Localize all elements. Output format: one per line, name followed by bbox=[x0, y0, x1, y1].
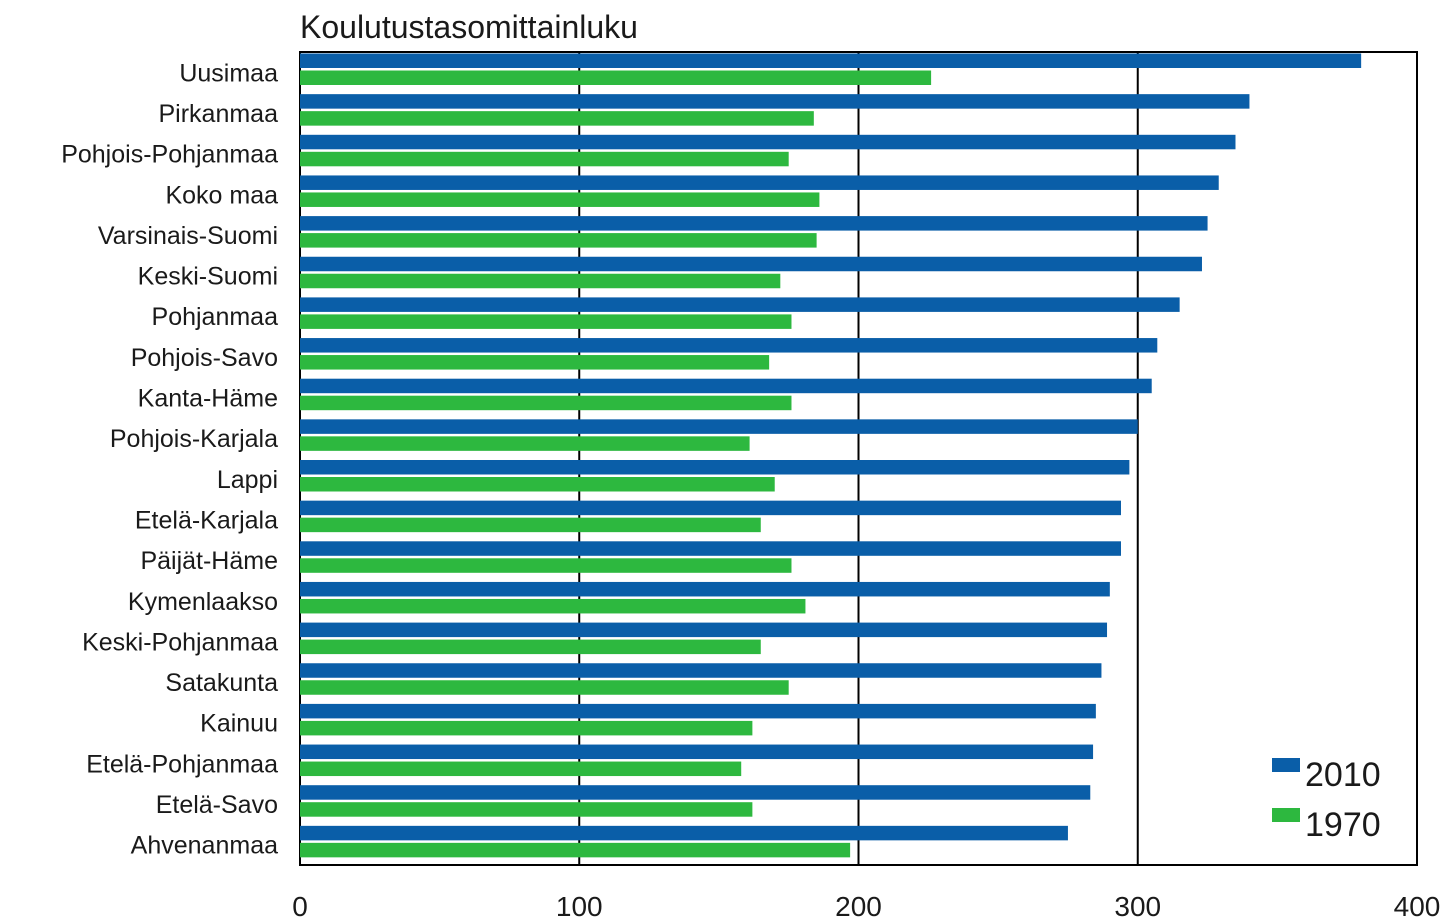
category-label: Keski-Pohjanmaa bbox=[82, 628, 278, 656]
bar-1970-0 bbox=[300, 70, 932, 85]
bar-1970-15 bbox=[300, 680, 789, 695]
bar-1970-2 bbox=[300, 151, 789, 167]
legend-label-2010: 2010 bbox=[1305, 756, 1381, 794]
x-tick-label: 400 bbox=[1394, 891, 1441, 920]
bar-2010-17 bbox=[300, 744, 1094, 760]
bars bbox=[300, 53, 1362, 858]
bar-1970-6 bbox=[300, 314, 792, 329]
category-label: Päijät-Häme bbox=[140, 547, 278, 575]
bar-2010-1 bbox=[300, 94, 1250, 109]
bar-1970-11 bbox=[300, 517, 761, 533]
category-label: Etelä-Karjala bbox=[135, 506, 278, 534]
category-label: Koko maa bbox=[165, 181, 278, 209]
bar-2010-3 bbox=[300, 175, 1219, 190]
bar-2010-4 bbox=[300, 216, 1208, 231]
bar-1970-7 bbox=[300, 355, 770, 370]
bar-2010-8 bbox=[300, 378, 1152, 394]
bar-1970-1 bbox=[300, 111, 814, 126]
category-label: Pohjois-Savo bbox=[131, 344, 278, 372]
bar-1970-18 bbox=[300, 802, 753, 817]
category-label: Kainuu bbox=[200, 710, 278, 738]
category-label: Ahvenanmaa bbox=[131, 832, 278, 860]
category-label: Kymenlaakso bbox=[128, 588, 278, 616]
bar-1970-16 bbox=[300, 720, 753, 736]
bar-2010-10 bbox=[300, 460, 1130, 475]
bar-2010-6 bbox=[300, 297, 1180, 312]
bar-2010-13 bbox=[300, 581, 1110, 597]
bar-2010-0 bbox=[300, 53, 1362, 68]
x-tick-label: 100 bbox=[556, 891, 603, 920]
category-label: Etelä-Pohjanmaa bbox=[86, 750, 278, 778]
bar-1970-19 bbox=[300, 842, 851, 858]
x-tick-label: 300 bbox=[1114, 891, 1161, 920]
x-tick-label: 200 bbox=[835, 891, 882, 920]
bar-2010-16 bbox=[300, 703, 1096, 719]
bar-1970-10 bbox=[300, 477, 775, 492]
bar-2010-11 bbox=[300, 500, 1121, 516]
legend-swatch-1970 bbox=[1272, 808, 1300, 822]
bar-1970-8 bbox=[300, 395, 792, 411]
x-tick-label: 0 bbox=[292, 891, 308, 920]
chart-title: Koulutustasomittainluku bbox=[300, 9, 638, 45]
bar-1970-13 bbox=[300, 598, 806, 614]
bar-1970-12 bbox=[300, 558, 792, 573]
bar-2010-12 bbox=[300, 541, 1121, 556]
bar-2010-19 bbox=[300, 825, 1068, 841]
bar-1970-17 bbox=[300, 761, 742, 777]
bar-2010-18 bbox=[300, 785, 1091, 800]
category-label: Etelä-Savo bbox=[156, 791, 278, 819]
bar-2010-15 bbox=[300, 663, 1102, 678]
category-label: Pohjois-Pohjanmaa bbox=[61, 141, 278, 169]
bar-2010-5 bbox=[300, 256, 1202, 272]
category-label: Pohjois-Karjala bbox=[110, 425, 278, 453]
category-label: Satakunta bbox=[165, 669, 278, 697]
category-label: Keski-Suomi bbox=[138, 263, 278, 291]
x-axis-ticks: 0 100 200 300 400 bbox=[292, 891, 1440, 920]
legend-swatch-2010 bbox=[1272, 758, 1300, 772]
category-label: Pirkanmaa bbox=[159, 100, 279, 128]
category-label: Pohjanmaa bbox=[152, 303, 279, 331]
bar-2010-9 bbox=[300, 419, 1138, 434]
legend: 2010 1970 bbox=[1272, 756, 1381, 844]
bar-1970-3 bbox=[300, 192, 820, 207]
category-labels: Uusimaa Pirkanmaa Pohjois-Pohjanmaa Koko ma… bbox=[61, 59, 278, 859]
bar-1970-9 bbox=[300, 436, 750, 451]
bar-2010-2 bbox=[300, 134, 1236, 150]
legend-label-1970: 1970 bbox=[1305, 806, 1381, 844]
bar-1970-14 bbox=[300, 639, 761, 655]
category-label: Uusimaa bbox=[179, 59, 278, 87]
category-label: Kanta-Häme bbox=[138, 385, 278, 413]
bar-1970-5 bbox=[300, 273, 781, 289]
bar-2010-14 bbox=[300, 622, 1108, 638]
bar-2010-7 bbox=[300, 338, 1158, 353]
category-label: Lappi bbox=[217, 466, 278, 494]
bar-1970-4 bbox=[300, 233, 817, 248]
category-label: Varsinais-Suomi bbox=[98, 222, 278, 250]
